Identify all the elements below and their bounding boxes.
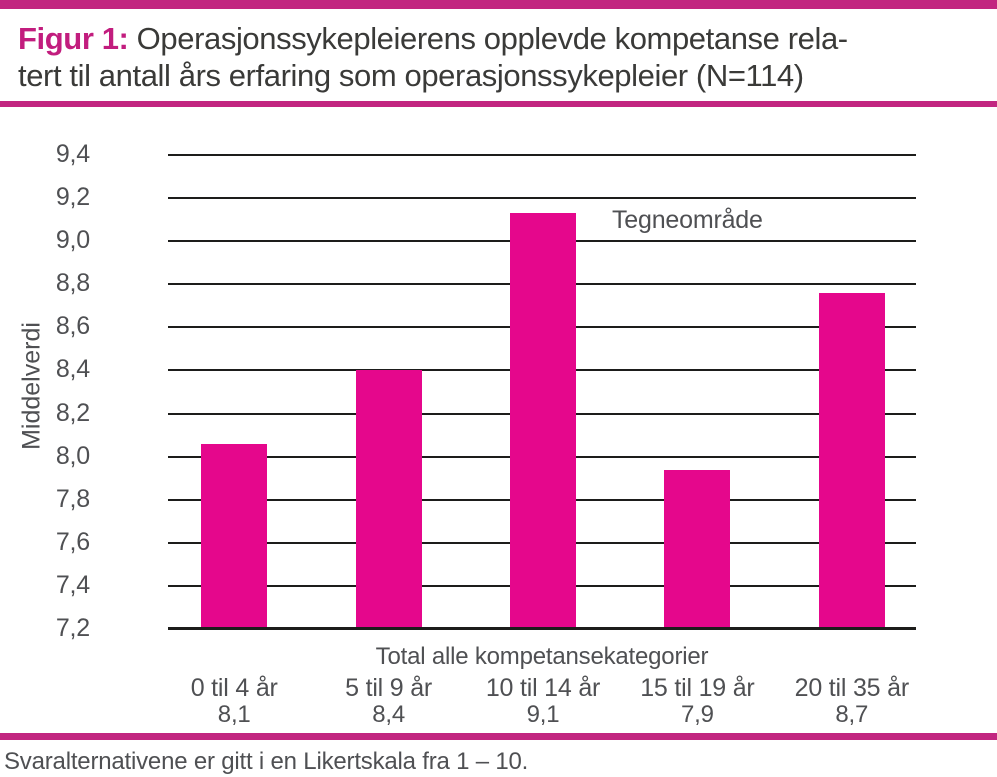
value-label: 9,1 — [526, 701, 560, 728]
bar — [510, 213, 576, 629]
value-label: 8,1 — [217, 701, 251, 728]
y-tick-label: 9,2 — [55, 183, 90, 212]
category-label: 5 til 9 år — [345, 674, 433, 702]
gridline — [168, 197, 916, 200]
y-tick-label: 9,4 — [55, 140, 90, 168]
y-tick-label: 7,2 — [55, 614, 90, 642]
x-axis-label: Total alle kompetansekategorier — [375, 643, 709, 670]
category-label: 10 til 14 år — [485, 674, 601, 702]
y-tick-label: 8,4 — [55, 355, 90, 384]
figure-number-label: Figur 1: — [18, 21, 129, 56]
category-label: 20 til 35 år — [794, 674, 910, 702]
top-magenta-rule — [0, 0, 997, 9]
bottom-magenta-rule — [0, 733, 997, 740]
plot-area-annotation: Tegneområde — [612, 206, 763, 234]
figure-title-line1: Figur 1: Operasjonssykepleierens opplevd… — [18, 20, 980, 57]
value-label: 8,4 — [372, 701, 405, 728]
y-tick-label: 8,8 — [55, 269, 90, 298]
y-tick-label: 7,4 — [55, 570, 90, 599]
value-label: 7,9 — [681, 701, 714, 728]
figure-title: Figur 1: Operasjonssykepleierens opplevd… — [18, 20, 980, 94]
bar — [818, 292, 885, 629]
figure-title-line1-text: Operasjonssykepleierens opplevde kompeta… — [128, 21, 848, 56]
y-tick-label: 8,2 — [55, 398, 90, 427]
footer-note: Svaralternativene er gitt i en Likertska… — [4, 748, 529, 775]
y-tick-label: 7,8 — [55, 484, 90, 513]
bar — [201, 443, 268, 629]
value-label: 8,7 — [835, 701, 869, 728]
bar — [664, 469, 731, 629]
y-tick-label: 7,6 — [55, 527, 90, 556]
category-label: 0 til 4 år — [190, 674, 278, 702]
y-tick-label: 8,6 — [55, 312, 90, 341]
title-divider-rule — [0, 101, 997, 107]
y-tick-label: 9,0 — [55, 226, 90, 255]
gridline — [168, 154, 916, 156]
category-label: 15 til 19 år — [640, 674, 755, 702]
bar — [355, 370, 422, 629]
y-tick-label: 8,0 — [55, 441, 90, 470]
figure-title-line2: tert til antall års erfaring som operasj… — [18, 58, 804, 93]
x-axis-line — [168, 627, 916, 630]
